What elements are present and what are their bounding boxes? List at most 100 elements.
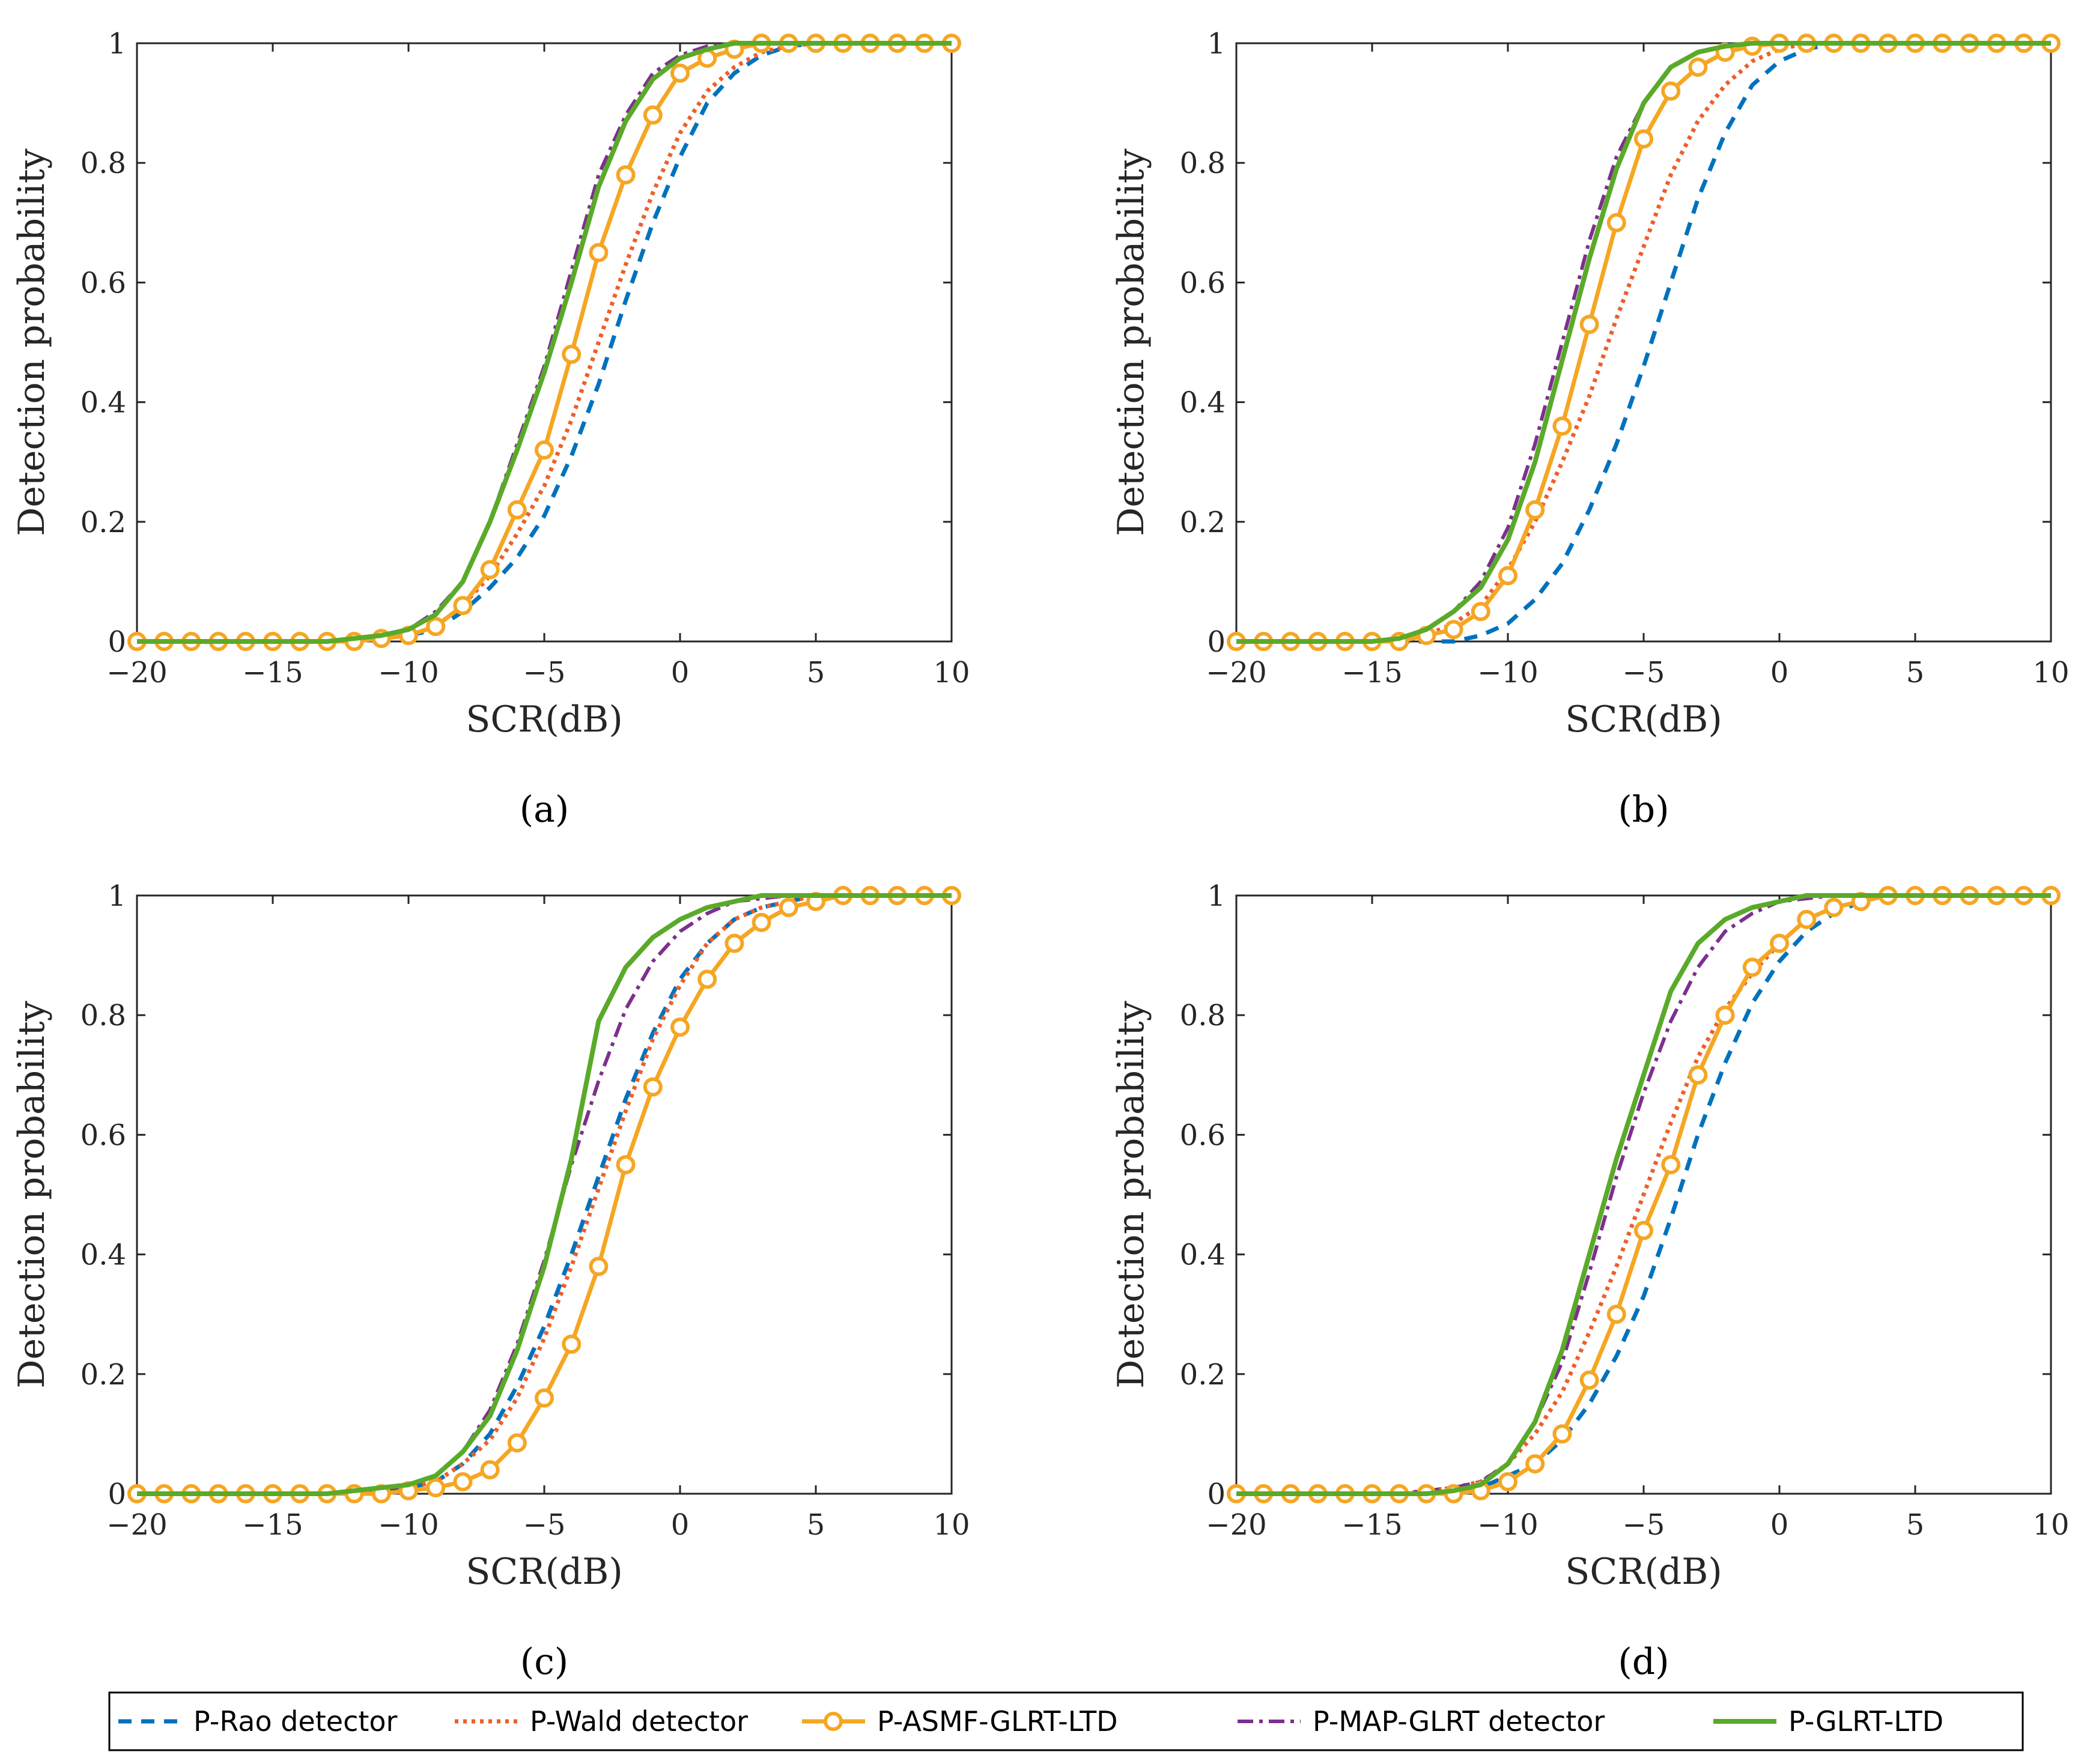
x-tick-label: 10 (933, 656, 970, 690)
asmf-marker (426, 617, 446, 637)
asmf-marker (670, 63, 690, 83)
panel-c: −20 −15 −10 −5 0 5 10 0 0.2 0.4 0.6 0.8 1 SCR(dB) Dete… (11, 879, 970, 1683)
y-tick-label: 1 (108, 27, 126, 61)
y-tick-label: 0 (108, 1478, 126, 1511)
x-tick-label: −15 (242, 1508, 303, 1542)
series-line-glrt (137, 41, 952, 644)
panel-caption: (a) (520, 789, 570, 831)
y-tick-label: 1 (1207, 27, 1226, 61)
y-tick-label: 0 (1207, 625, 1226, 659)
x-axis-label: SCR(dB) (466, 1551, 623, 1593)
asmf-marker (1661, 1155, 1681, 1175)
x-axis-label: SCR(dB) (1565, 1551, 1722, 1593)
asmf-marker (616, 165, 636, 185)
asmf-marker (1634, 1220, 1653, 1240)
legend-box (108, 1691, 2024, 1751)
asmf-marker (535, 1388, 554, 1408)
series-line-glrt (137, 893, 952, 1496)
y-tick-label: 0.6 (1180, 266, 1226, 300)
x-tick-label: −5 (523, 1508, 566, 1542)
asmf-marker (1498, 566, 1517, 586)
legend-entry-rao: P-Rao detector (118, 1705, 398, 1738)
x-tick-label: 0 (1770, 656, 1789, 690)
x-tick-label: −20 (1206, 656, 1266, 690)
asmf-marker (1661, 81, 1681, 101)
asmf-marker (725, 933, 744, 953)
asmf-marker (589, 1256, 609, 1276)
y-tick-label: 0.6 (1180, 1118, 1226, 1152)
asmf-marker (426, 1478, 446, 1498)
y-tick-label: 0.8 (81, 999, 126, 1032)
asmf-marker (1742, 957, 1762, 977)
asmf-marker (1797, 909, 1817, 929)
asmf-marker (1498, 1472, 1517, 1492)
panels: −20 −15 −10 −5 0 5 1000.20.40.60.81SCR(dB)Dete… (11, 27, 2070, 1683)
x-tick-label: −20 (1206, 1508, 1266, 1542)
asmf-marker (1444, 620, 1463, 640)
x-tick-label: −5 (1623, 656, 1665, 690)
x-tick-label: −10 (1477, 1508, 1538, 1542)
x-axis-label: SCR(dB) (466, 699, 623, 741)
asmf-marker (480, 1460, 500, 1480)
x-tick-label: 0 (671, 1508, 690, 1542)
asmf-marker (507, 500, 527, 520)
x-tick-label: 5 (807, 656, 825, 690)
asmf-marker (697, 969, 717, 989)
y-tick-label: 1 (108, 879, 126, 913)
asmf-marker (1525, 1454, 1545, 1474)
y-tick-label: 0 (1207, 1478, 1226, 1511)
asmf-marker (1688, 57, 1708, 77)
asmf-marker (1824, 897, 1844, 917)
y-tick-label: 0.6 (81, 266, 126, 300)
x-tick-label: −5 (523, 656, 566, 690)
x-tick-label: −10 (378, 656, 439, 690)
series-line-rao (1236, 893, 2051, 1496)
y-tick-label: 0.4 (81, 1238, 126, 1272)
asmf-marker (1552, 1424, 1572, 1444)
axes-box (136, 42, 953, 643)
asmf-marker (779, 897, 798, 917)
asmf-marker (453, 596, 473, 616)
legend-marker-asmf (824, 1712, 843, 1731)
x-tick-label: −5 (1623, 1508, 1665, 1542)
x-tick-label: 5 (1906, 1508, 1925, 1542)
y-tick-label: 0.4 (1180, 1238, 1226, 1272)
asmf-marker (1525, 500, 1545, 520)
panel-caption: (b) (1618, 789, 1669, 831)
x-tick-label: 5 (1906, 656, 1925, 690)
legend-entry-map: P-MAP-GLRT detector (1238, 1705, 1605, 1738)
asmf-marker (480, 560, 500, 580)
asmf-marker (670, 1017, 690, 1037)
asmf-marker (643, 105, 663, 125)
asmf-marker (1579, 315, 1599, 335)
legend-label-wald: P-Wald detector (530, 1705, 748, 1738)
asmf-marker (1770, 933, 1789, 953)
y-tick-label: 0.4 (1180, 386, 1226, 420)
y-axis-label: Detection probability (11, 1001, 53, 1388)
asmf-marker (1579, 1370, 1599, 1390)
panel-b: −20 −15 −10 −5 0 5 10 0 0.2 0.4 0.6 0.8 1 SCR(dB) Dete… (1110, 27, 2070, 831)
x-tick-label: 10 (933, 1508, 970, 1542)
asmf-marker (562, 1335, 582, 1354)
asmf-marker (1606, 213, 1626, 232)
asmf-marker (535, 440, 554, 460)
x-tick-label: 10 (2032, 1508, 2069, 1542)
y-tick-label: 0 (108, 625, 126, 659)
asmf-marker (1715, 1005, 1735, 1025)
panel-caption: (d) (1618, 1641, 1669, 1683)
y-axis-label: Detection probability (1110, 1001, 1152, 1388)
x-tick-label: −10 (1477, 656, 1538, 690)
y-tick-label: 0.2 (81, 1358, 126, 1392)
x-tick-label: 0 (671, 656, 690, 690)
legend-entry-glrt: P-GLRT-LTD (1713, 1705, 1943, 1738)
series-line-glrt (1236, 41, 2051, 644)
asmf-marker (616, 1155, 636, 1175)
series-line-glrt (1236, 893, 2051, 1496)
asmf-marker (1552, 416, 1572, 436)
y-tick-label: 1 (1207, 879, 1226, 913)
legend-label-asmf: P-ASMF-GLRT-LTD (877, 1705, 1118, 1738)
y-tick-label: 0.6 (81, 1118, 126, 1152)
panel-d: −20 −15 −10 −5 0 5 10 0 0.2 0.4 0.6 0.8 1 SCR(dB) Dete… (1110, 879, 2070, 1683)
asmf-marker (1606, 1305, 1626, 1324)
